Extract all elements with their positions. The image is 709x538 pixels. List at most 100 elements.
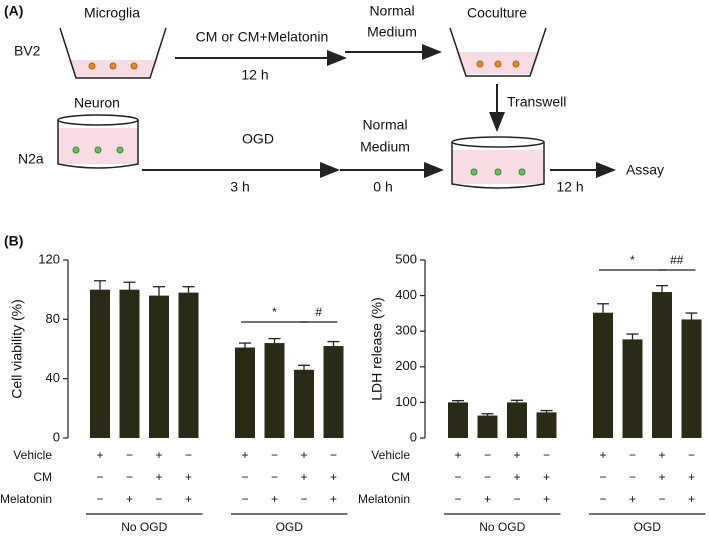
bar [178, 292, 199, 438]
microglia-cells [476, 60, 520, 68]
bar [536, 412, 557, 438]
condition-sign: − [484, 470, 491, 484]
bar [294, 369, 314, 438]
label: Neuron [74, 95, 120, 111]
condition-sign: − [96, 470, 103, 484]
condition-sign: − [126, 448, 133, 462]
label: Transwell [507, 94, 566, 110]
condition-sign: + [543, 492, 550, 506]
condition-sign: + [155, 470, 162, 484]
condition-sign: − [271, 448, 278, 462]
condition-sign: − [484, 448, 491, 462]
condition-sign: + [629, 492, 636, 506]
condition-sign: − [155, 492, 162, 506]
condition-label: CM [33, 470, 52, 484]
condition-sign: − [629, 470, 636, 484]
diagram-labels: (A) Microglia BV2 CM or CM+Melatonin 12 … [4, 3, 664, 249]
condition-sign: − [543, 448, 550, 462]
condition-sign: − [330, 448, 337, 462]
y-tick-label: 300 [395, 323, 417, 338]
significance-label: # [315, 305, 322, 319]
condition-sign: − [599, 470, 606, 484]
condition-label: Melatonin [0, 492, 52, 506]
dish [57, 120, 139, 169]
label: Normal [362, 117, 407, 133]
y-tick-label: 500 [395, 251, 417, 266]
label: Assay [626, 162, 664, 178]
condition-sign: + [688, 470, 695, 484]
neuron-cells [470, 168, 526, 176]
condition-sign: − [513, 492, 520, 506]
condition-sign: + [454, 448, 461, 462]
condition-sign: + [300, 448, 307, 462]
diagram [57, 27, 616, 189]
label: 12 h [556, 179, 583, 195]
condition-sign: + [513, 470, 520, 484]
beaker [449, 27, 547, 77]
label: 12 h [241, 67, 268, 83]
condition-sign: − [241, 492, 248, 506]
bar [149, 295, 169, 438]
neuron-cells [72, 146, 124, 154]
dish-rim [451, 136, 545, 148]
condition-sign: − [126, 470, 133, 484]
bar [681, 319, 702, 438]
label: 3 h [230, 179, 249, 195]
significance-label: * [630, 253, 635, 267]
y-tick-label: 0 [53, 429, 60, 444]
bar [507, 402, 527, 438]
bar [448, 402, 468, 438]
condition-sign: + [185, 492, 192, 506]
condition-label: Melatonin [358, 492, 410, 506]
label: Normal [369, 3, 414, 19]
y-tick-label: 80 [46, 311, 60, 326]
label: OGD [242, 131, 274, 147]
y-axis-label: LDH release (%) [369, 297, 385, 400]
condition-sign: + [688, 492, 695, 506]
y-tick-label: 40 [46, 370, 60, 385]
condition-sign: + [513, 448, 520, 462]
bar [652, 292, 672, 438]
condition-sign: + [96, 448, 103, 462]
condition-sign: − [454, 492, 461, 506]
label: Medium [367, 24, 417, 40]
condition-sign: + [543, 470, 550, 484]
microglia-cells [88, 62, 138, 70]
label: 0 h [373, 179, 392, 195]
bar [477, 415, 498, 438]
condition-sign: + [599, 448, 606, 462]
condition-sign: + [658, 470, 665, 484]
bar [323, 346, 344, 438]
condition-sign: + [155, 448, 162, 462]
condition-sign: − [300, 492, 307, 506]
medium [58, 128, 138, 164]
condition-sign: − [658, 492, 665, 506]
condition-sign: − [454, 470, 461, 484]
condition-sign: + [330, 492, 337, 506]
condition-label: Vehicle [371, 448, 410, 462]
bar [264, 343, 285, 438]
condition-sign: + [271, 492, 278, 506]
significance-label: * [272, 305, 277, 319]
condition-sign: + [185, 470, 192, 484]
condition-sign: + [658, 448, 665, 462]
significance-label: ## [670, 253, 684, 267]
condition-sign: + [330, 470, 337, 484]
condition-sign: + [484, 492, 491, 506]
group-label: No OGD [479, 520, 525, 534]
condition-sign: − [688, 448, 695, 462]
condition-sign: − [271, 470, 278, 484]
y-axis-label: Cell viability (%) [9, 299, 25, 399]
bar [235, 347, 255, 438]
group-label: OGD [276, 520, 304, 534]
y-tick-label: 0 [410, 429, 417, 444]
y-tick-label: 100 [395, 394, 417, 409]
bar [119, 289, 140, 438]
y-tick-label: 200 [395, 358, 417, 373]
condition-sign: − [629, 448, 636, 462]
panel-label: (B) [4, 233, 23, 249]
condition-label: CM [391, 470, 410, 484]
condition-sign: − [96, 492, 103, 506]
medium [452, 150, 544, 184]
